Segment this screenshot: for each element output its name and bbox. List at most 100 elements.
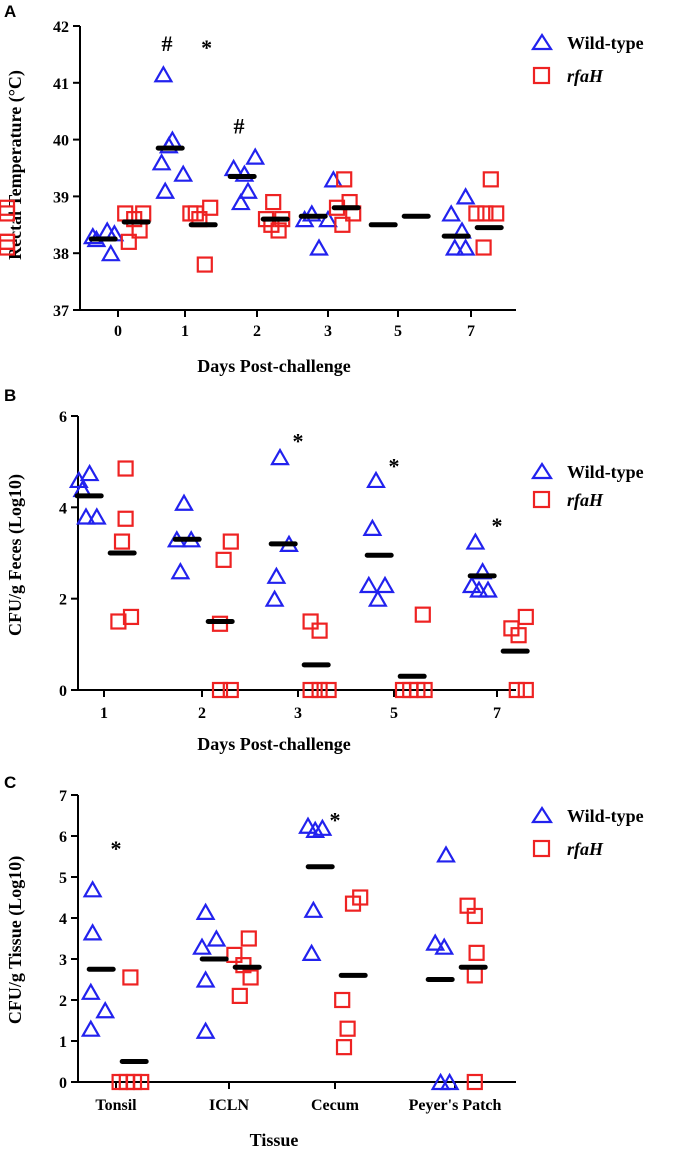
wild-type-point xyxy=(294,209,315,228)
rfah-point xyxy=(482,171,499,188)
legend-b-wild-type-marker xyxy=(530,461,554,480)
rfah-point xyxy=(517,681,534,699)
plot-a: 37 38 39 40 41 42 0 1 2 3 5 7 # * # xyxy=(0,19,516,340)
panel-letter-c: C xyxy=(4,773,16,792)
rfah-point xyxy=(182,205,199,222)
wild-type-point xyxy=(79,463,100,482)
y-tick-label: 38 xyxy=(53,246,69,263)
wild-type-point xyxy=(301,204,322,222)
x-tick-label: 1 xyxy=(100,705,108,722)
rfah-point xyxy=(196,256,213,273)
x-tick-label: Peyer's Patch xyxy=(409,1097,502,1114)
rfah-point xyxy=(335,1039,353,1056)
legend-c-rfah-label: rfaH xyxy=(567,839,604,859)
wild-type-point xyxy=(367,589,388,607)
rfah-point xyxy=(122,608,140,626)
panel-letter-a: A xyxy=(4,2,16,21)
wild-type-point xyxy=(155,181,176,199)
rfah-point xyxy=(120,233,137,250)
legend-c-wild-type-marker xyxy=(530,805,554,824)
y-tick-label: 5 xyxy=(59,870,67,887)
legend-b-wild-type-label: Wild-type xyxy=(567,462,644,482)
wild-type-point xyxy=(80,1019,101,1037)
plot-b: 0 2 4 6 1 2 3 5 7 * * * xyxy=(59,409,534,722)
wild-type-point xyxy=(195,902,216,920)
rfah-point xyxy=(240,930,257,947)
wild-type-point xyxy=(441,204,462,222)
wild-type-point xyxy=(298,816,318,834)
wild-type-point xyxy=(266,566,287,584)
wild-type-point xyxy=(323,170,344,188)
wild-type-point xyxy=(362,518,383,536)
wild-type-point xyxy=(478,580,498,598)
wild-type-point xyxy=(170,562,191,580)
wild-type-point xyxy=(436,845,456,863)
rfah-point xyxy=(344,895,362,912)
legend-a-rfah-marker xyxy=(532,66,551,85)
y-tick-label: 4 xyxy=(59,500,67,517)
x-tick-label: 3 xyxy=(294,705,302,722)
y-tick-label: 42 xyxy=(53,19,69,36)
wild-type-point xyxy=(425,933,446,951)
significance-asterisk: * xyxy=(293,429,304,454)
significance-hash: # xyxy=(162,31,173,56)
rfah-point xyxy=(339,1020,356,1037)
y-tick-label: 6 xyxy=(59,409,67,426)
rfah-point xyxy=(211,681,229,699)
wild-type-point xyxy=(439,1072,460,1091)
x-tick-label: 2 xyxy=(253,323,261,340)
wild-type-point xyxy=(305,820,326,838)
wild-type-point xyxy=(195,970,216,988)
rfah-point xyxy=(135,205,152,222)
y-tick-label: 2 xyxy=(59,993,67,1010)
x-tick-label: 5 xyxy=(390,705,398,722)
rfah-point xyxy=(302,613,319,630)
rfah-point xyxy=(0,205,16,222)
wild-type-point xyxy=(82,923,103,941)
x-tick-label: 2 xyxy=(198,705,206,722)
y-tick-label: 3 xyxy=(59,952,67,969)
x-tick-label: Tonsil xyxy=(95,1097,137,1114)
rfah-point xyxy=(416,681,433,699)
y-tick-label: 41 xyxy=(53,76,69,93)
wild-type-point xyxy=(153,65,174,83)
significance-asterisk: * xyxy=(201,35,212,60)
legend-b: Wild-type rfaH xyxy=(530,461,644,510)
wild-type-point xyxy=(264,589,285,607)
wild-type-point xyxy=(461,575,482,594)
x-tick-label: 0 xyxy=(114,323,122,340)
x-tick-label: Cecum xyxy=(311,1097,360,1114)
wild-type-point xyxy=(301,943,322,961)
rfah-point xyxy=(133,1073,150,1091)
wild-type-point xyxy=(151,153,172,171)
wild-type-point xyxy=(86,507,107,525)
legend-c-wild-type-label: Wild-type xyxy=(567,806,644,826)
rfah-point xyxy=(311,681,328,699)
significance-asterisk: * xyxy=(389,454,400,479)
wild-type-point xyxy=(80,982,101,1000)
rfah-point xyxy=(117,460,134,477)
wild-type-point xyxy=(366,470,386,489)
wild-type-point xyxy=(238,181,258,199)
rfah-point xyxy=(466,1073,483,1091)
legend-a-wild-type-marker xyxy=(530,32,554,51)
rfah-point xyxy=(475,239,492,256)
rfah-point xyxy=(334,216,351,233)
rfah-point xyxy=(466,907,483,925)
significance-asterisk: * xyxy=(492,513,503,538)
wild-type-point xyxy=(206,929,227,947)
rfah-point xyxy=(215,551,232,568)
rfah-point xyxy=(222,533,239,550)
rfah-point xyxy=(466,967,483,984)
wild-type-point xyxy=(245,147,266,165)
wild-type-point xyxy=(76,507,96,525)
rfah-point xyxy=(468,944,485,961)
significance-asterisk: * xyxy=(111,836,122,861)
wild-type-point xyxy=(82,880,103,898)
rfah-point xyxy=(231,987,248,1005)
rfah-point xyxy=(477,205,494,222)
wild-type-point xyxy=(434,937,455,955)
legend-c: Wild-type rfaH xyxy=(530,805,644,859)
rfah-point xyxy=(242,969,259,986)
rfah-point xyxy=(336,171,353,188)
